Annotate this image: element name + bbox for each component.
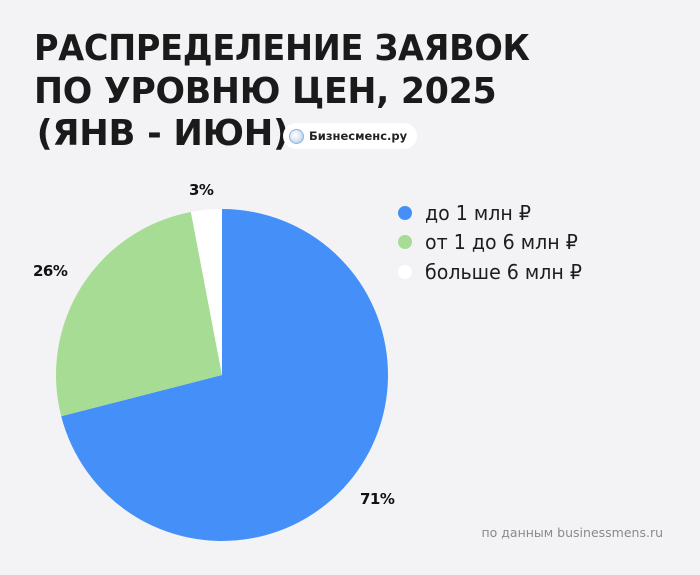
slice-label-26: 26%: [33, 262, 68, 280]
source-note: по данным businessmens.ru: [481, 525, 663, 540]
title-line-3: (янв - июн): [36, 113, 290, 154]
legend-dot-blue-icon: [398, 205, 412, 220]
legend-label: от 1 до 6 млн ₽: [425, 230, 578, 255]
legend-dot-green-icon: [398, 235, 412, 250]
circle-logo-icon: [289, 128, 304, 144]
title-line-2: по уровню цен, 2025: [34, 70, 497, 112]
legend-label: больше 6 млн ₽: [425, 259, 582, 284]
title-line-1: Распределение заявок: [34, 28, 530, 69]
legend-item-under-1m: до 1 млн ₽: [398, 198, 590, 228]
chart-title: Распределение заявок по уровню цен, 2025…: [34, 28, 567, 156]
slice-label-71: 71%: [360, 490, 395, 508]
chart-legend: до 1 млн ₽ от 1 до 6 млн ₽ больше 6 млн …: [398, 198, 590, 287]
legend-item-1-to-6m: от 1 до 6 млн ₽: [398, 228, 590, 258]
legend-item-over-6m: больше 6 млн ₽: [398, 257, 590, 287]
source-badge: Бизнесменс.ру: [283, 123, 418, 149]
pie-slice-1-to-6m: [55, 211, 222, 417]
pie-slice-under-1m: [61, 209, 388, 541]
pie-slice-over-6m: [190, 209, 222, 375]
legend-dot-white-icon: [398, 264, 412, 279]
slice-label-3: 3%: [189, 181, 214, 199]
badge-label: Бизнесменс.ру: [309, 129, 408, 143]
legend-label: до 1 млн ₽: [425, 200, 531, 225]
